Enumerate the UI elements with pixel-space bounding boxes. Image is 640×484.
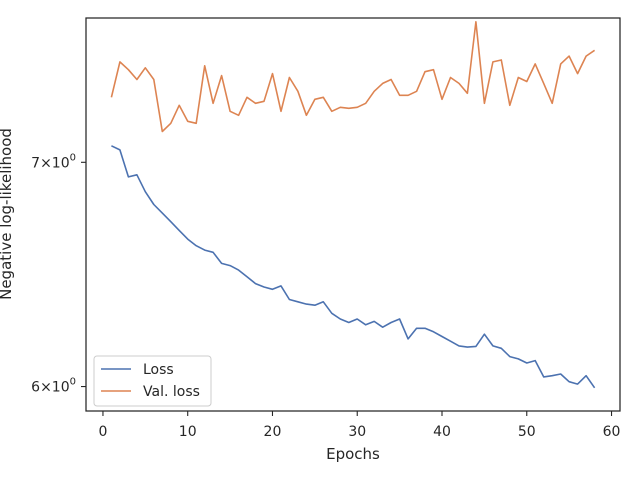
- plot-frame: [85, 17, 621, 412]
- y-axis-label: Negative log-likelihood: [0, 128, 15, 300]
- legend-label-loss: Loss: [143, 362, 174, 378]
- series-lines: [110, 20, 596, 389]
- series-line-loss: [111, 145, 596, 389]
- x-axis-label: Epochs: [326, 445, 380, 463]
- legend-label-val-loss: Val. loss: [143, 384, 200, 400]
- y-tick-label: 6×100: [31, 377, 76, 396]
- y-axis: 6×100 7×100: [31, 152, 86, 396]
- series-line-val-loss: [110, 20, 596, 133]
- x-tick-label: 60: [603, 424, 621, 440]
- x-tick-label: 10: [179, 424, 197, 440]
- x-tick-label: 50: [518, 424, 536, 440]
- x-tick-label: 0: [98, 424, 107, 440]
- y-tick-label: 7×100: [31, 152, 76, 171]
- x-tick-label: 40: [433, 424, 451, 440]
- x-tick-label: 30: [348, 424, 366, 440]
- legend: Loss Val. loss: [93, 355, 212, 407]
- x-axis: 0 10 20 30 40 50 60: [98, 411, 620, 440]
- x-tick-label: 20: [264, 424, 282, 440]
